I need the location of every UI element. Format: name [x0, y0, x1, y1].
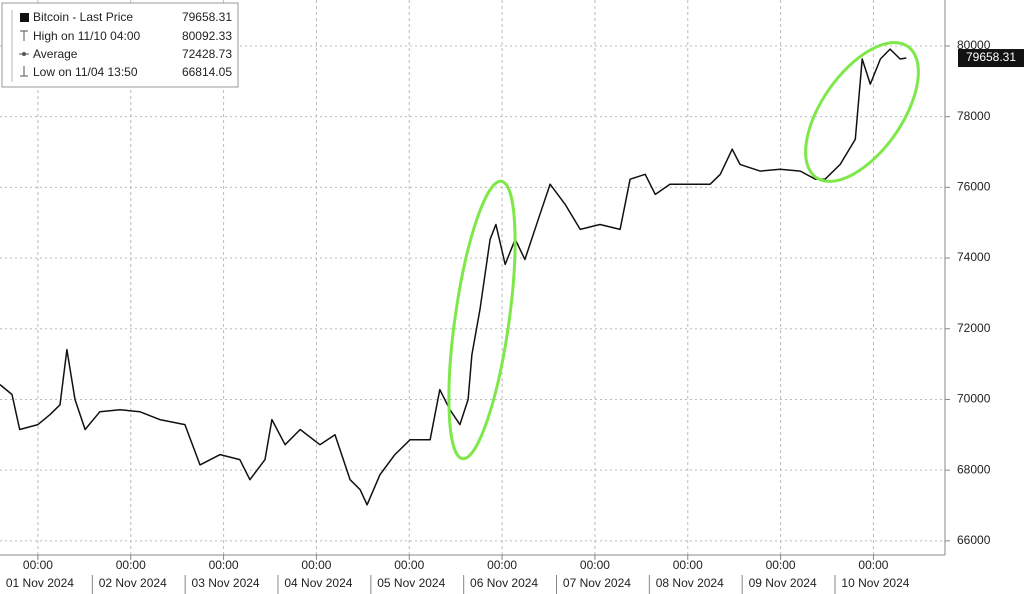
x-tick-label: 00:00 — [301, 558, 331, 572]
x-date-label: 06 Nov 2024 — [470, 576, 538, 590]
last-price-tag — [958, 49, 1024, 68]
highlight-ellipse — [447, 179, 517, 461]
x-date-label: 07 Nov 2024 — [563, 576, 631, 590]
plot — [0, 48, 907, 506]
last-price-label: 79658.31 — [966, 50, 1016, 64]
legend: Bitcoin - Last Price 79658.31 High on 11… — [1, 2, 239, 88]
x-tick-label: 00:00 — [580, 558, 610, 572]
y-tick-label: 72000 — [957, 321, 991, 335]
x-date-label: 10 Nov 2024 — [841, 576, 909, 590]
legend-value: 79658.31 — [182, 10, 232, 24]
legend-label: Bitcoin - Last Price — [33, 10, 133, 24]
legend-value: 72428.73 — [182, 47, 232, 61]
x-date-label: 08 Nov 2024 — [656, 576, 724, 590]
x-date-label: 02 Nov 2024 — [99, 576, 167, 590]
legend-icon — [20, 30, 28, 41]
legend-label: High on 11/10 04:00 — [33, 29, 141, 43]
legend-box — [1, 2, 239, 88]
grid — [0, 0, 945, 555]
legend-value: 66814.05 — [182, 65, 232, 79]
price-line — [0, 48, 907, 506]
y-tick-label: 76000 — [957, 180, 991, 194]
legend-label: Average — [33, 47, 78, 61]
y-tick-label: 68000 — [957, 462, 991, 476]
x-date-label: 05 Nov 2024 — [377, 576, 445, 590]
y-tick-label: 80000 — [957, 38, 991, 52]
x-tick-label: 00:00 — [23, 558, 53, 572]
x-date-label: 03 Nov 2024 — [192, 576, 260, 590]
highlight-ellipse — [804, 41, 920, 183]
x-tick-label: 00:00 — [766, 558, 796, 572]
x-tick-label: 00:00 — [487, 558, 517, 572]
legend-value: 80092.33 — [182, 29, 232, 43]
legend-icon — [20, 66, 28, 77]
x-tick-label: 00:00 — [673, 558, 703, 572]
x-date-label: 04 Nov 2024 — [284, 576, 352, 590]
legend-icon — [22, 52, 26, 56]
y-tick-label: 78000 — [957, 109, 991, 123]
x-tick-label: 00:00 — [858, 558, 888, 572]
y-tick-label: 70000 — [957, 392, 991, 406]
x-date-label: 09 Nov 2024 — [749, 576, 817, 590]
x-date-label: 01 Nov 2024 — [6, 576, 74, 590]
x-tick-label: 00:00 — [116, 558, 146, 572]
x-tick-label: 00:00 — [394, 558, 424, 572]
legend-label: Low on 11/04 13:50 — [33, 65, 138, 79]
x-tick-label: 00:00 — [209, 558, 239, 572]
y-tick-label: 66000 — [957, 533, 991, 547]
legend-icon — [20, 13, 29, 22]
y-tick-label: 74000 — [957, 250, 991, 264]
